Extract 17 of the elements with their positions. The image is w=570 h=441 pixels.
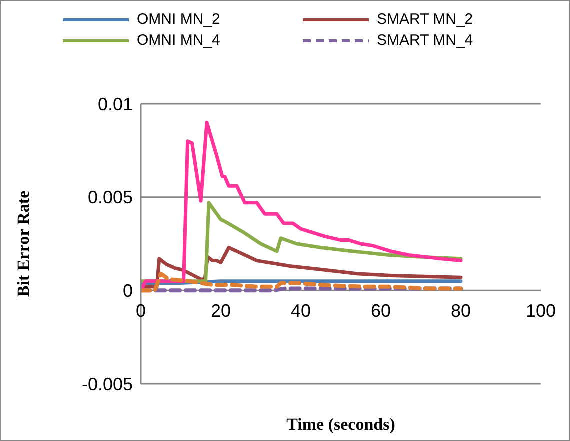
- x-tick-label: 80: [450, 300, 472, 321]
- x-tick-label: 0: [136, 300, 146, 321]
- x-axis-title: Time (seconds): [286, 415, 396, 434]
- x-tick-label: 40: [290, 300, 312, 321]
- y-tick-label: 0.01: [98, 94, 133, 114]
- x-tick-label: 60: [370, 300, 392, 321]
- legend-label: OMNI MN_4: [137, 32, 220, 49]
- legend-label: SMART MN_2: [377, 11, 474, 28]
- legend-label: SMART MN_4: [377, 32, 474, 49]
- line-series: [141, 272, 463, 293]
- y-tick-label: 0: [122, 281, 133, 302]
- y-axis-title: Bit Error Rate: [14, 190, 34, 298]
- y-tick-label: -0.005: [82, 374, 133, 394]
- x-tick-label: 100: [526, 300, 556, 321]
- legend-label: OMNI MN_2: [137, 11, 220, 28]
- y-tick-label: 0.005: [88, 188, 133, 208]
- x-tick-label: 20: [210, 300, 232, 321]
